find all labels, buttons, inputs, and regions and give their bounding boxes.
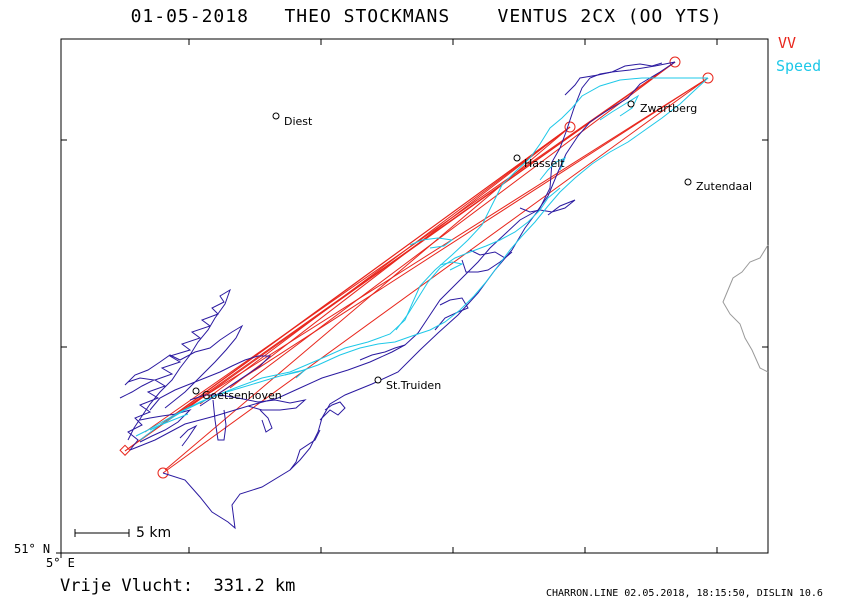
town-marker-zutendaal — [684, 178, 692, 186]
latitude-label: 51° N — [14, 542, 51, 556]
scale-bar — [74, 529, 130, 537]
turnpoint-finish — [119, 444, 131, 456]
axis-ticks — [56, 39, 768, 558]
plot-frame — [60, 38, 769, 554]
flight-track — [119, 61, 676, 530]
town-label-diest: Diest — [284, 115, 313, 128]
footer-credit: CHARRON.LINE 02.05.2018, 18:15:50, DISLI… — [546, 588, 823, 599]
town-label-zwartberg: Zwartberg — [640, 102, 698, 115]
glider-name: VENTUS 2CX (OO YTS) — [497, 6, 723, 27]
speed-trace — [135, 77, 709, 441]
town-label-hasselt: Hasselt — [524, 157, 565, 170]
town-markers — [192, 100, 692, 395]
distance-summary: Vrije Vlucht: 331.2 km — [60, 576, 296, 596]
task-legs — [124, 61, 709, 474]
town-marker-diest — [272, 112, 280, 120]
town-label-goetsenhoven: Goetsenhoven — [202, 389, 282, 402]
town-label-st-truiden: St.Truiden — [386, 379, 442, 392]
town-label-zutendaal: Zutendaal — [696, 180, 753, 193]
legend-vv: VV — [778, 34, 797, 52]
town-marker-goetsenhoven — [192, 387, 200, 395]
longitude-label: 5° E — [46, 556, 75, 570]
turnpoints — [119, 56, 714, 479]
pilot-name: THEO STOCKMANS — [284, 6, 451, 27]
country-border — [722, 244, 769, 373]
turnpoint-1 — [669, 56, 681, 68]
flight-date: 01-05-2018 — [130, 6, 249, 27]
scale-bar-label: 5 km — [136, 525, 172, 541]
town-marker-st-truiden — [374, 376, 382, 384]
town-marker-zwartberg — [627, 100, 635, 108]
legend-speed: Speed — [776, 57, 822, 75]
chart-title: 01-05-2018 THEO STOCKMANS VENTUS 2CX (OO… — [0, 6, 853, 27]
turnpoint-start — [157, 467, 169, 479]
town-marker-hasselt — [513, 154, 521, 162]
turnpoint-3 — [564, 121, 576, 133]
